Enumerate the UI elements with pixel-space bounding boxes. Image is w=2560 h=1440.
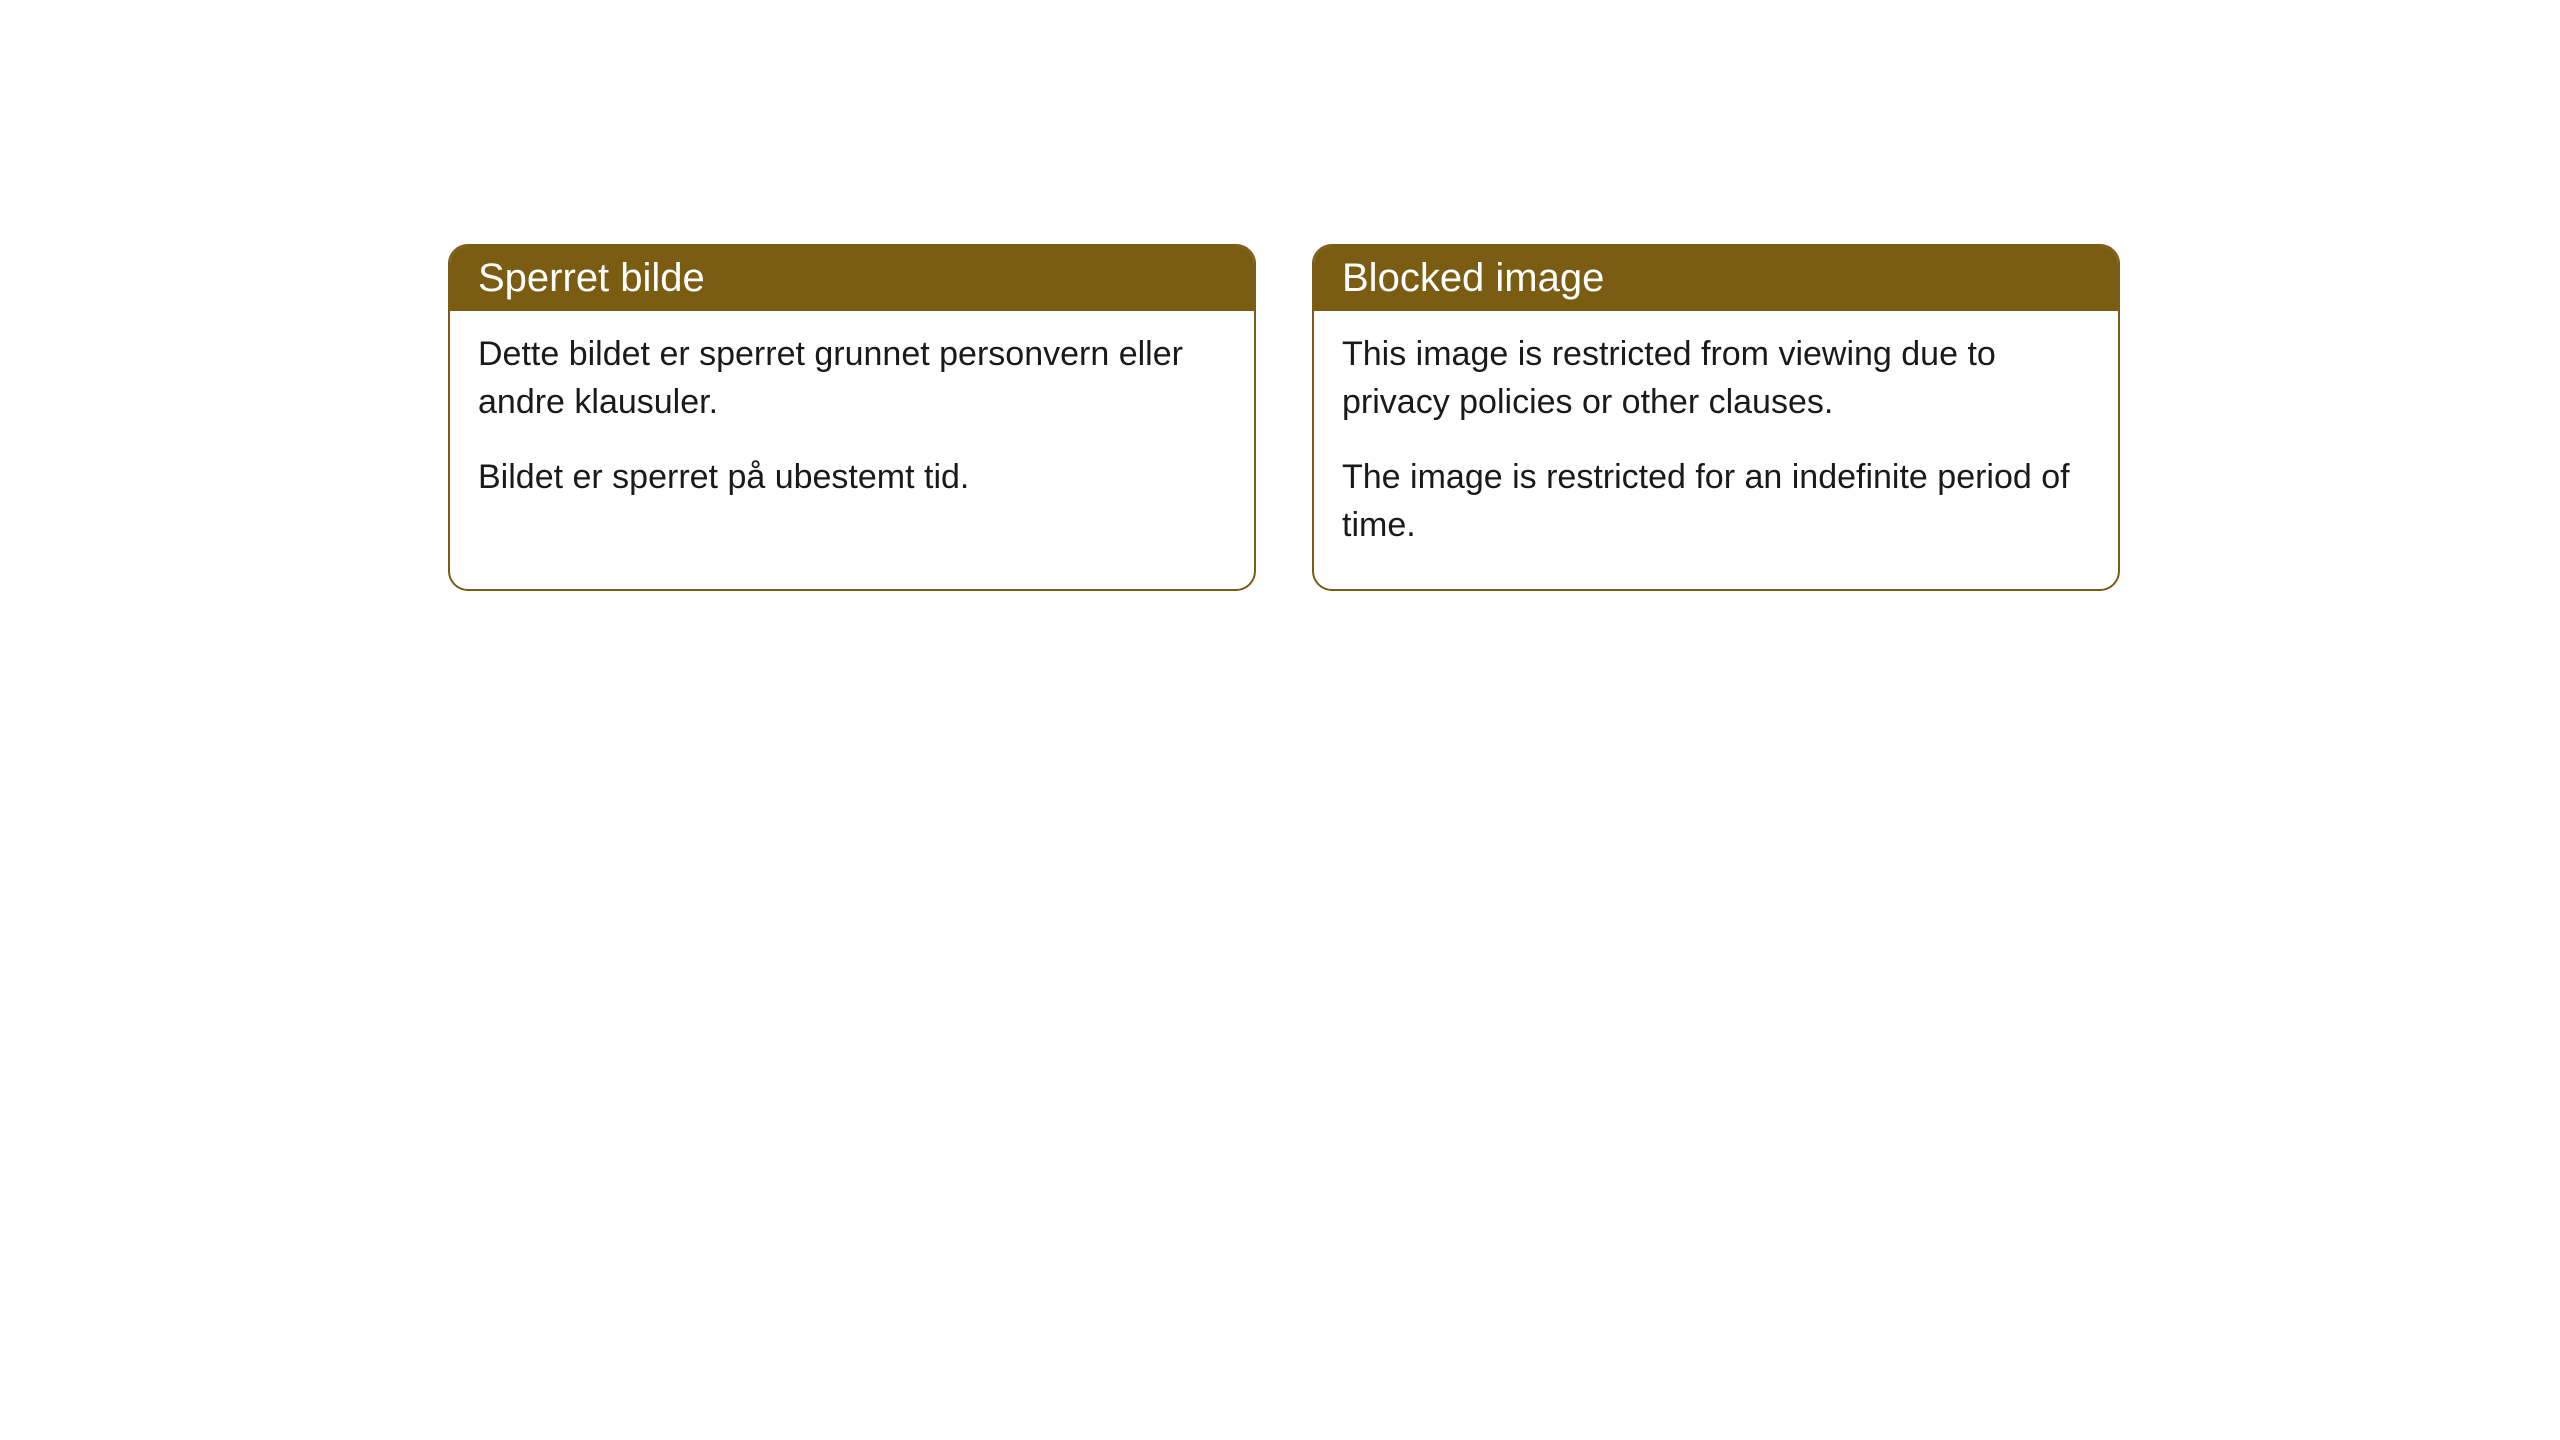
- blocked-image-card-english: Blocked image This image is restricted f…: [1312, 244, 2120, 591]
- blocked-image-card-norwegian: Sperret bilde Dette bildet er sperret gr…: [448, 244, 1256, 591]
- card-body: This image is restricted from viewing du…: [1314, 311, 2118, 589]
- notice-paragraph-1: Dette bildet er sperret grunnet personve…: [478, 331, 1226, 426]
- card-header: Blocked image: [1314, 246, 2118, 311]
- notice-cards-container: Sperret bilde Dette bildet er sperret gr…: [0, 0, 2560, 591]
- notice-paragraph-1: This image is restricted from viewing du…: [1342, 331, 2090, 426]
- card-header: Sperret bilde: [450, 246, 1254, 311]
- notice-paragraph-2: The image is restricted for an indefinit…: [1342, 454, 2090, 549]
- card-body: Dette bildet er sperret grunnet personve…: [450, 311, 1254, 542]
- notice-paragraph-2: Bildet er sperret på ubestemt tid.: [478, 454, 1226, 502]
